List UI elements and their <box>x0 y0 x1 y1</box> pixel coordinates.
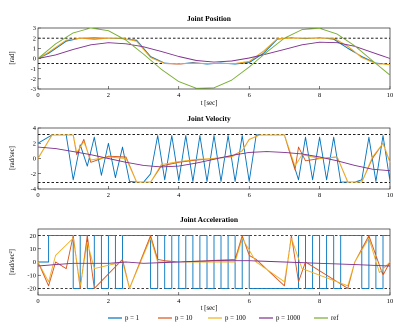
legend-label: p = 100 <box>225 315 246 322</box>
x-tick-label: 4 <box>177 298 181 305</box>
x-tick-label: 0 <box>36 192 39 199</box>
legend-label: ref <box>331 315 339 322</box>
y-tick-label: -2 <box>31 171 36 178</box>
legend-label: p = 10 <box>175 315 193 322</box>
acceleration-ylabel: [rad/sec²] <box>9 249 16 275</box>
series-line-p-1000 <box>37 41 391 63</box>
y-tick-label: -2 <box>31 76 36 83</box>
x-tick-label: 10 <box>387 298 393 305</box>
series-line-ref <box>37 27 391 89</box>
y-tick-label: -1 <box>31 66 36 73</box>
x-tick-label: 2 <box>107 92 110 99</box>
panel-acceleration: Joint Acceleration 0 2 4 6 8 10 -20 -10 0 10 20 t … <box>9 215 393 312</box>
y-tick-label: 3 <box>33 25 36 32</box>
y-tick-label: 0 <box>33 56 36 63</box>
position-ylabel: [rad] <box>9 51 16 64</box>
position-title: Joint Position <box>187 14 232 23</box>
y-tick-label: 2 <box>33 35 36 42</box>
y-tick-label: 4 <box>33 125 37 132</box>
x-tick-label: 4 <box>177 92 181 99</box>
x-tick-label: 6 <box>248 298 252 305</box>
series-line-p-100 <box>37 37 391 66</box>
x-tick-label: 8 <box>318 92 321 99</box>
y-tick-label: -3 <box>31 86 36 93</box>
legend-label: p = 1000 <box>276 315 301 322</box>
y-tick-label: 0 <box>33 156 36 163</box>
y-tick-label: -20 <box>27 286 36 293</box>
x-tick-label: 0 <box>36 298 39 305</box>
series-line-p-1000 <box>37 260 391 267</box>
legend-label: p = 1 <box>125 315 139 322</box>
position-axes <box>37 27 391 90</box>
y-tick-label: 10 <box>30 246 37 253</box>
x-tick-label: 8 <box>318 192 321 199</box>
x-tick-label: 2 <box>107 192 110 199</box>
y-tick-label: 0 <box>33 259 36 266</box>
x-tick-label: 10 <box>387 92 393 99</box>
panel-position: Joint Position 0 2 4 6 8 10 -3 -2 -1 0 1 2 3 t [sec]… <box>9 14 393 107</box>
series-line-p-1000 <box>37 146 391 172</box>
legend: p = 1 p = 10 p = 100 p = 1000 ref <box>108 315 339 322</box>
panel-velocity: Joint Velocity 0 2 4 6 8 10 -4 -2 0 2 4 [rad/sec] <box>9 114 393 199</box>
acceleration-title: Joint Acceleration <box>180 215 239 224</box>
x-tick-label: 6 <box>248 192 252 199</box>
y-tick-label: -4 <box>31 186 37 193</box>
y-tick-label: 20 <box>30 233 37 240</box>
velocity-ylabel: [rad/sec] <box>9 146 16 170</box>
x-tick-label: 10 <box>387 192 393 199</box>
x-tick-label: 4 <box>177 192 181 199</box>
position-xlabel: t [sec] <box>201 100 218 107</box>
x-tick-label: 6 <box>248 92 252 99</box>
velocity-title: Joint Velocity <box>187 114 231 123</box>
x-tick-label: 8 <box>318 298 321 305</box>
acceleration-xlabel: t [sec] <box>201 305 218 312</box>
y-tick-label: 1 <box>33 46 36 53</box>
y-tick-label: -10 <box>27 272 36 279</box>
x-tick-label: 2 <box>107 298 110 305</box>
y-tick-label: 2 <box>33 140 36 147</box>
x-tick-label: 0 <box>36 92 39 99</box>
